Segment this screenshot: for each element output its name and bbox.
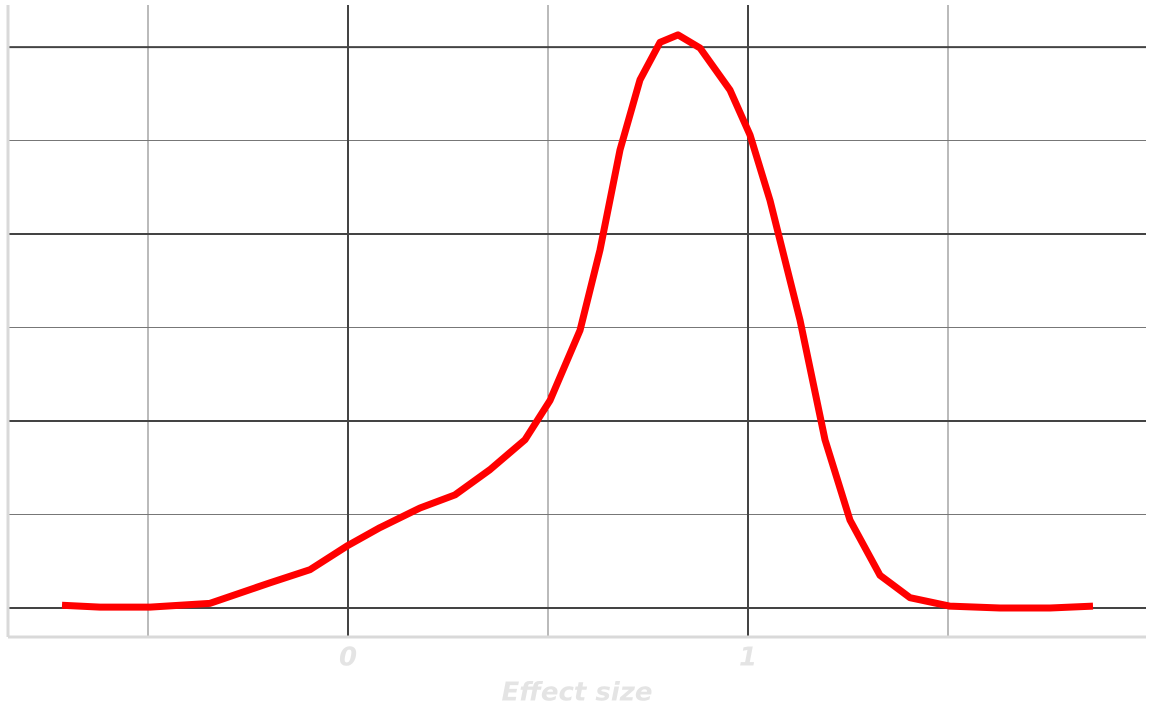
grid bbox=[8, 5, 1146, 637]
x-tick-label: 0 bbox=[339, 643, 357, 673]
x-axis-title: Effect size bbox=[501, 678, 652, 708]
density-line bbox=[61, 31, 1094, 612]
x-tick-label: 1 bbox=[739, 643, 757, 673]
